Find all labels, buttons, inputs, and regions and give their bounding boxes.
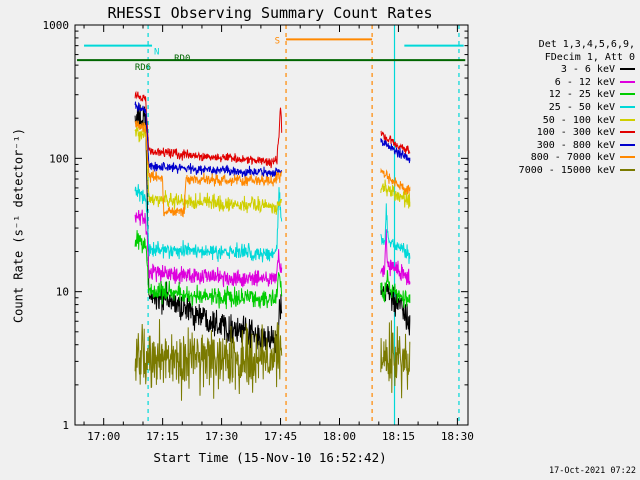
series-line xyxy=(380,229,411,286)
y-tick-label: 10 xyxy=(56,286,69,299)
legend-color-swatch xyxy=(620,156,635,159)
legend-header: FDecim 1, Att 0 xyxy=(544,51,635,63)
legend-entry: 300 - 800 keV xyxy=(519,140,635,153)
series-line xyxy=(380,320,411,399)
legend-entry-label: 100 - 300 keV xyxy=(536,127,615,139)
x-tick-label: 17:45 xyxy=(264,430,297,443)
legend-entry-label: 25 - 50 keV xyxy=(548,101,615,113)
flag-label: N xyxy=(154,48,159,58)
x-tick-label: 17:15 xyxy=(146,430,179,443)
x-tick-label: 18:15 xyxy=(382,430,415,443)
flag-label: RD6 xyxy=(135,63,151,73)
series-line xyxy=(380,138,411,164)
series-line xyxy=(380,130,411,155)
legend-color-swatch xyxy=(620,93,635,96)
x-tick-label: 18:00 xyxy=(323,430,356,443)
legend-entry: 800 - 7000 keV xyxy=(519,152,635,165)
x-axis-label: Start Time (15-Nov-10 16:52:42) xyxy=(153,450,387,465)
y-tick-label: 1000 xyxy=(43,19,70,32)
legend-entry: 50 - 100 keV xyxy=(519,115,635,128)
legend-color-swatch xyxy=(620,118,635,121)
legend-color-swatch xyxy=(620,68,635,71)
legend-entry: 3 - 6 keV xyxy=(519,64,635,77)
series-line xyxy=(380,270,411,309)
series-line xyxy=(134,125,283,215)
plot-date-stamp: 17-Oct-2021 07:22 xyxy=(549,466,636,476)
flag-label: RD0 xyxy=(174,54,190,64)
legend-entry: 25 - 50 keV xyxy=(519,102,635,115)
legend-entry-label: 6 - 12 keV xyxy=(554,76,615,88)
legend-entry-label: 50 - 100 keV xyxy=(542,114,615,126)
series-line xyxy=(380,179,411,209)
legend-entry-label: 12 - 25 keV xyxy=(548,89,615,101)
chart-title: RHESSI Observing Summary Count Rates xyxy=(107,4,433,22)
series-line xyxy=(134,230,283,310)
legend-entry-label: 3 - 6 keV xyxy=(560,64,615,76)
x-tick-label: 18:30 xyxy=(441,430,474,443)
legend-entry: 100 - 300 keV xyxy=(519,127,635,140)
series-line xyxy=(380,167,411,195)
x-tick-label: 17:30 xyxy=(205,430,238,443)
legend-color-swatch xyxy=(620,143,635,146)
series-line xyxy=(134,90,283,169)
y-tick-label: 100 xyxy=(49,152,69,165)
legend-entry: 7000 - 15000 keV xyxy=(519,165,635,178)
y-axis-label: Count Rate (s⁻¹ detector⁻¹) xyxy=(11,127,26,324)
legend-entry-label: 300 - 800 keV xyxy=(536,139,615,151)
series-line xyxy=(380,203,411,264)
series-line xyxy=(134,101,283,179)
series-line xyxy=(134,120,283,218)
legend-color-swatch xyxy=(620,105,635,108)
legend-color-swatch xyxy=(620,168,635,171)
x-tick-label: 17:00 xyxy=(87,430,120,443)
legend-color-swatch xyxy=(620,131,635,134)
legend-color-swatch xyxy=(620,80,635,83)
legend-entry-label: 800 - 7000 keV xyxy=(530,152,615,164)
series-line xyxy=(134,319,283,401)
y-tick-label: 1 xyxy=(62,419,69,432)
legend-entry: 12 - 25 keV xyxy=(519,89,635,102)
legend-entry-label: 7000 - 15000 keV xyxy=(518,164,615,176)
legend-header: Det 1,3,4,5,6,9, xyxy=(538,39,635,50)
series-line xyxy=(134,104,283,355)
series-line xyxy=(134,184,283,263)
series-line xyxy=(134,209,283,288)
flag-label: S xyxy=(275,36,280,46)
legend-entry: 6 - 12 keV xyxy=(519,77,635,90)
